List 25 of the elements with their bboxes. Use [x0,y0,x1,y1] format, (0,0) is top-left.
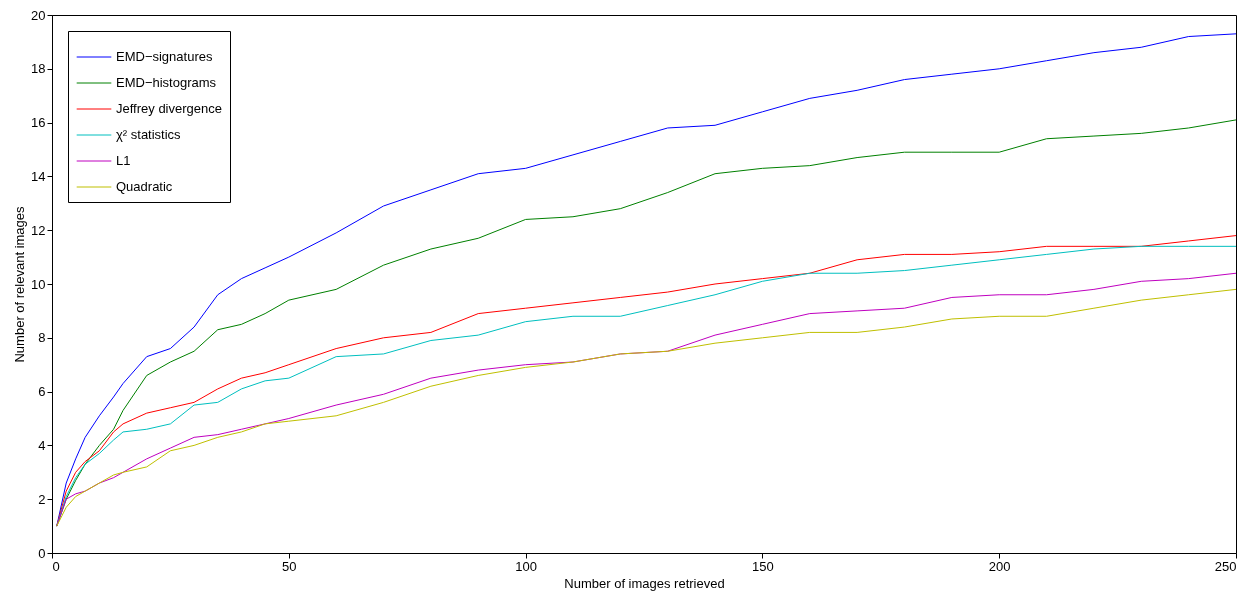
y-tick-label: 18 [31,61,46,77]
y-tick-label: 6 [38,384,46,400]
y-tick-label: 4 [38,437,46,453]
y-tick-label: 10 [31,276,46,292]
y-tick-label: 0 [38,545,46,561]
legend-label: Quadratic [116,179,173,194]
legend-label: EMD−histograms [116,75,217,90]
y-tick-label: 20 [31,7,46,23]
x-tick-label: 0 [52,558,60,574]
y-tick-label: 12 [31,222,46,238]
x-axis-title: Number of images retrieved [564,575,725,591]
y-tick-label: 14 [31,168,46,184]
legend-label: χ² statistics [116,127,182,142]
x-tick-label: 200 [988,558,1011,574]
x-tick-label: 150 [752,558,774,574]
y-tick-label: 8 [38,330,46,346]
y-tick-label: 2 [38,491,46,507]
x-tick-label: 50 [282,558,297,574]
y-tick-label: 16 [31,115,46,131]
legend-label: EMD−signatures [116,49,213,64]
x-tick-label: 100 [515,558,537,574]
legend-label: L1 [116,153,131,168]
legend-label: Jeffrey divergence [116,101,222,116]
y-axis-title: Number of relevant images [12,205,28,363]
x-tick-label: 250 [1214,558,1237,574]
